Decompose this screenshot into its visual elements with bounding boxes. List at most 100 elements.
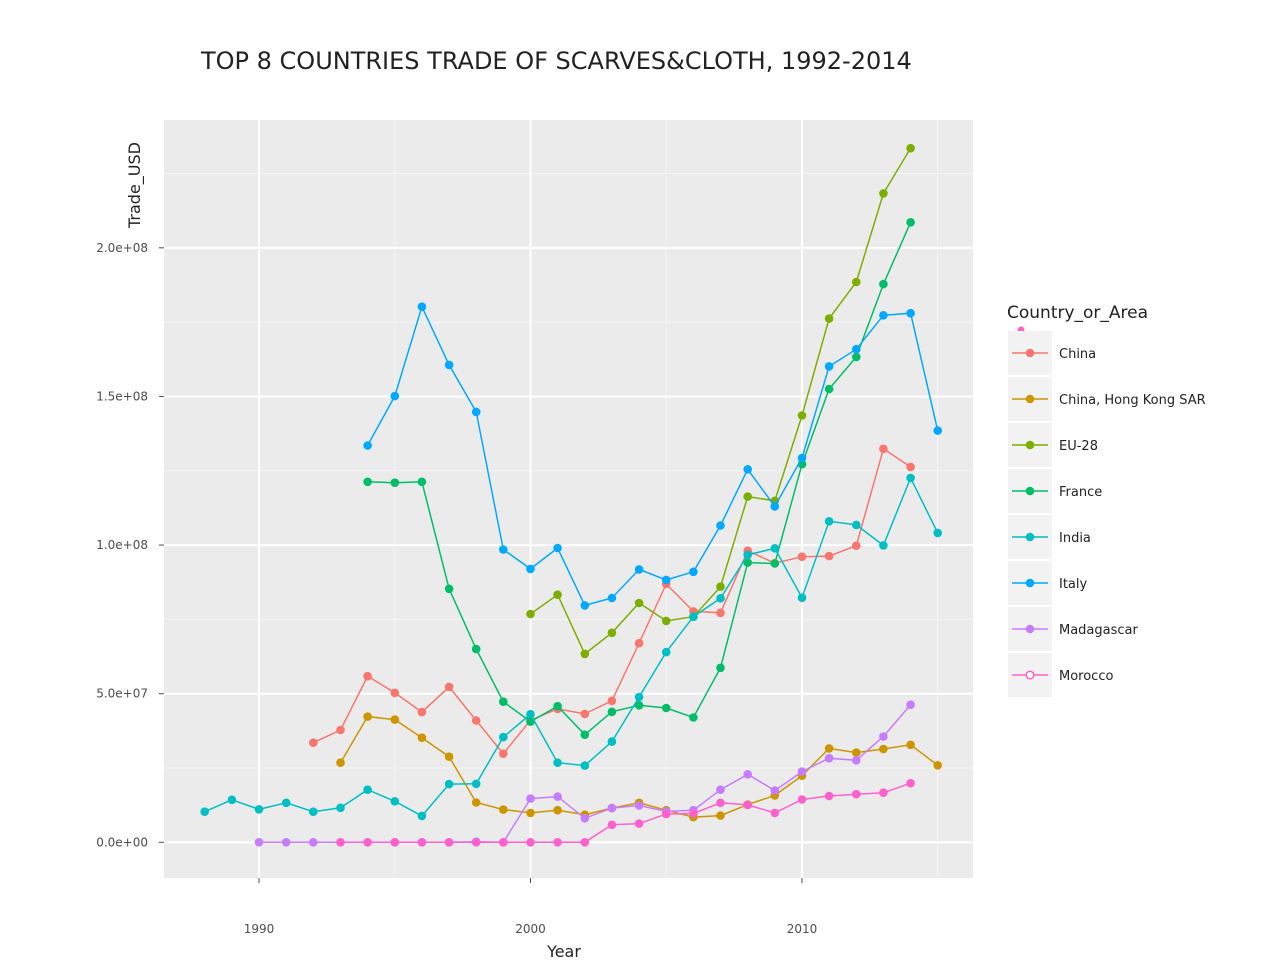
data-point-eu-28 xyxy=(879,189,888,198)
data-point-india xyxy=(933,528,942,538)
data-point-italy xyxy=(797,453,807,463)
data-point-india xyxy=(797,593,807,602)
data-point-china-hong-kong-sar xyxy=(879,744,888,754)
data-point-india xyxy=(336,803,345,813)
data-point-morocco xyxy=(770,808,780,818)
data-point-france xyxy=(444,584,454,594)
data-point-china xyxy=(363,671,372,681)
data-point-china-hong-kong-sar xyxy=(363,712,372,721)
data-point-china xyxy=(607,696,617,706)
data-point-india xyxy=(526,709,535,719)
x-tick-label: 2000 xyxy=(515,922,546,936)
major-gridlines xyxy=(164,120,973,878)
data-point-india xyxy=(743,550,752,560)
data-point-madagascar xyxy=(797,767,807,776)
data-point-china-hong-kong-sar xyxy=(526,808,535,818)
data-point-france xyxy=(499,697,508,706)
data-point-france xyxy=(743,558,752,567)
legend-item-eu-28: EU-28 xyxy=(1008,423,1098,467)
data-point-madagascar xyxy=(607,803,617,813)
chart-title: TOP 8 COUNTRIES TRADE OF SCARVES&CLOTH, … xyxy=(200,47,912,75)
series-india xyxy=(200,473,942,821)
data-point-india xyxy=(499,732,508,742)
data-point-eu-28 xyxy=(906,143,915,153)
data-point-china xyxy=(444,682,454,692)
data-point-madagascar xyxy=(634,801,644,810)
data-point-china-hong-kong-sar xyxy=(417,733,427,742)
data-point-morocco xyxy=(336,838,345,847)
data-point-madagascar xyxy=(852,756,861,765)
data-point-morocco xyxy=(417,838,427,847)
data-point-france xyxy=(580,730,590,739)
legend-label-china: China xyxy=(1059,347,1096,362)
series-france xyxy=(363,218,915,739)
data-point-italy xyxy=(716,521,725,530)
data-point-france xyxy=(607,707,617,717)
data-point-india xyxy=(879,541,888,550)
series-line-india xyxy=(204,476,939,817)
data-point-eu-28 xyxy=(797,411,807,420)
data-point-morocco xyxy=(444,838,454,847)
y-tick-label: 0.0e+00 xyxy=(96,835,148,849)
data-point-france xyxy=(661,703,671,713)
legend-point-china-hong-kong-sar xyxy=(1025,394,1035,404)
data-point-india xyxy=(553,758,562,767)
data-point-morocco xyxy=(879,788,888,797)
data-point-india xyxy=(852,520,861,530)
data-point-italy xyxy=(743,465,752,474)
data-point-morocco xyxy=(634,819,644,828)
legend-point-france xyxy=(1025,486,1035,496)
data-point-italy xyxy=(526,564,535,574)
data-point-china xyxy=(471,716,481,725)
data-point-france xyxy=(906,218,915,227)
legend-point-india xyxy=(1025,532,1035,542)
data-point-france xyxy=(716,663,725,673)
data-point-eu-28 xyxy=(526,609,535,619)
data-point-italy xyxy=(499,545,508,554)
data-point-india xyxy=(471,779,481,789)
data-point-france xyxy=(417,477,427,487)
data-point-china xyxy=(797,552,807,561)
data-point-india xyxy=(254,805,264,814)
data-point-eu-28 xyxy=(824,314,834,323)
minor-gridlines xyxy=(164,120,973,878)
data-point-china xyxy=(499,749,508,758)
data-point-madagascar xyxy=(824,753,834,763)
legend-point-madagascar xyxy=(1025,624,1035,634)
legend-item-madagascar: Madagascar xyxy=(1008,607,1139,651)
data-point-madagascar xyxy=(580,814,590,823)
data-point-eu-28 xyxy=(553,590,562,599)
data-point-italy xyxy=(634,565,644,574)
data-point-italy xyxy=(879,311,888,320)
y-tick-label: 1.0e+08 xyxy=(96,538,148,552)
data-point-china-hong-kong-sar xyxy=(390,715,400,724)
data-point-madagascar xyxy=(309,838,318,847)
data-point-italy xyxy=(580,601,590,610)
data-point-madagascar xyxy=(743,770,752,779)
legend-point-china xyxy=(1025,348,1035,358)
data-point-china-hong-kong-sar xyxy=(444,752,454,761)
data-point-india xyxy=(770,544,780,553)
data-point-india xyxy=(634,692,644,702)
data-point-india xyxy=(607,737,617,746)
data-point-china-hong-kong-sar xyxy=(716,811,725,820)
data-point-india xyxy=(200,807,209,816)
series-italy xyxy=(363,302,942,610)
legend-item-china: China xyxy=(1008,331,1096,375)
y-axis-title: Trade_USD xyxy=(125,142,145,229)
data-point-italy xyxy=(363,441,372,450)
data-point-india xyxy=(444,779,454,789)
data-point-china xyxy=(336,725,345,735)
data-point-morocco xyxy=(906,778,915,788)
data-point-madagascar xyxy=(906,700,915,709)
data-point-france xyxy=(824,384,834,394)
data-point-india xyxy=(716,594,725,603)
data-point-eu-28 xyxy=(580,649,590,659)
legend-label-eu-28: EU-28 xyxy=(1059,439,1098,454)
data-point-china xyxy=(634,638,644,648)
data-point-france xyxy=(634,701,644,710)
x-tick-label: 1990 xyxy=(244,922,275,936)
data-point-eu-28 xyxy=(607,628,617,638)
data-point-madagascar xyxy=(254,838,264,847)
